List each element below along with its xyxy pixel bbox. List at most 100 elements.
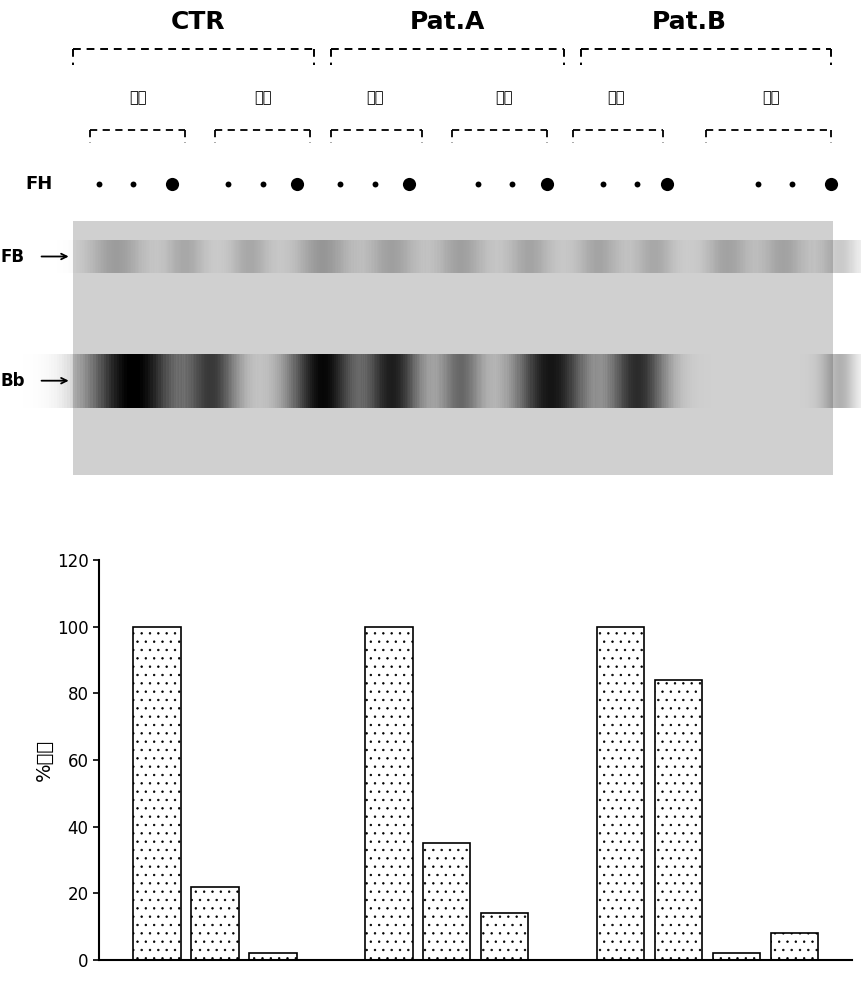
Bar	[407, 240, 408, 273]
Bar	[263, 354, 264, 408]
Bar	[705, 240, 706, 273]
Bar	[530, 240, 531, 273]
Bar	[248, 354, 250, 408]
Bar	[331, 354, 333, 408]
Bar	[166, 240, 167, 273]
Bar	[404, 240, 406, 273]
Bar	[147, 240, 149, 273]
Bar	[442, 354, 443, 408]
Bar	[590, 240, 592, 273]
Bar	[817, 240, 818, 273]
Bar	[251, 354, 253, 408]
Bar	[396, 354, 398, 408]
Bar	[397, 240, 399, 273]
Bar	[736, 240, 737, 273]
Bar	[203, 240, 205, 273]
Bar	[114, 354, 116, 408]
Bar	[492, 240, 493, 273]
Bar	[579, 354, 580, 408]
Bar	[382, 354, 384, 408]
Bar	[263, 240, 264, 273]
Bar	[304, 240, 305, 273]
Bar	[598, 354, 600, 408]
Bar	[506, 240, 508, 273]
Bar	[784, 240, 785, 273]
Bar	[798, 240, 800, 273]
Bar	[270, 354, 273, 408]
Bar	[724, 240, 726, 273]
Bar	[157, 240, 158, 273]
Bar	[88, 354, 90, 408]
Bar	[220, 354, 223, 408]
Bar	[650, 240, 652, 273]
Bar	[507, 354, 508, 408]
Bar	[663, 240, 665, 273]
Bar	[541, 240, 542, 273]
Bar	[480, 240, 481, 273]
Bar	[520, 354, 521, 408]
Bar	[478, 354, 480, 408]
Bar	[573, 240, 574, 273]
Bar	[599, 240, 600, 273]
Bar	[445, 240, 447, 273]
Bar	[820, 354, 821, 408]
Bar	[637, 240, 638, 273]
Bar	[286, 354, 288, 408]
Bar	[57, 240, 59, 273]
Bar	[96, 240, 98, 273]
Bar	[486, 354, 488, 408]
Bar	[183, 240, 184, 273]
Bar	[683, 240, 684, 273]
Bar	[784, 240, 785, 273]
Bar	[830, 240, 831, 273]
Bar	[478, 240, 480, 273]
Bar	[645, 354, 647, 408]
Bar	[268, 354, 269, 408]
Bar	[546, 354, 548, 408]
Bar	[233, 354, 236, 408]
Bar	[71, 240, 72, 273]
Bar	[373, 240, 375, 273]
Bar	[142, 354, 143, 408]
Bar	[387, 354, 389, 408]
Bar	[447, 354, 449, 408]
Bar	[185, 240, 187, 273]
Bar	[167, 354, 169, 408]
Bar	[795, 240, 796, 273]
Bar	[431, 354, 432, 408]
Bar	[478, 354, 480, 408]
Bar	[435, 240, 436, 273]
Bar	[359, 240, 360, 273]
Bar	[177, 240, 179, 273]
Bar	[422, 240, 424, 273]
Bar	[694, 240, 696, 273]
Text: Bb: Bb	[0, 372, 24, 390]
Bar	[205, 240, 206, 273]
Bar	[238, 354, 241, 408]
Bar	[340, 240, 342, 273]
Bar	[77, 354, 80, 408]
Bar	[106, 240, 108, 273]
Bar	[333, 240, 335, 273]
Bar	[379, 354, 381, 408]
Bar	[47, 240, 48, 273]
Text: Pat.A: Pat.A	[410, 10, 486, 34]
Bar	[381, 354, 382, 408]
Bar	[394, 240, 395, 273]
Bar	[372, 354, 374, 408]
Bar	[405, 354, 406, 408]
Bar	[726, 240, 727, 273]
Bar	[683, 354, 684, 408]
Bar	[123, 240, 125, 273]
Bar	[350, 240, 352, 273]
Bar	[360, 354, 362, 408]
Bar	[219, 354, 220, 408]
Bar	[716, 240, 718, 273]
Bar	[264, 354, 266, 408]
Bar	[788, 240, 790, 273]
Bar	[164, 240, 166, 273]
Bar	[218, 240, 219, 273]
Bar	[729, 240, 731, 273]
Bar	[676, 240, 677, 273]
Bar	[413, 354, 415, 408]
